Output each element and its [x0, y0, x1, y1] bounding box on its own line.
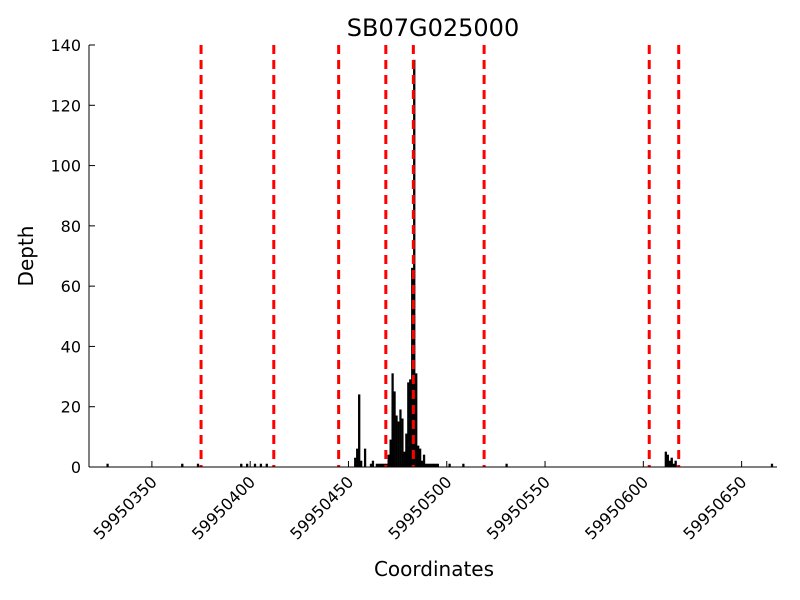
- depth-bar: [409, 379, 412, 468]
- depth-bar: [401, 418, 404, 468]
- depth-bar: [668, 460, 671, 468]
- x-tick-label: 59950350: [90, 472, 161, 543]
- y-tick-label: 120: [50, 96, 81, 115]
- y-tick-label: 20: [61, 398, 81, 417]
- depth-bar: [407, 382, 410, 468]
- depth-bar: [674, 460, 677, 468]
- depth-bar: [664, 451, 667, 468]
- y-tick-label: 100: [50, 157, 81, 176]
- depth-bar: [403, 451, 406, 468]
- depth-bar: [354, 457, 357, 468]
- depth-bar: [415, 373, 418, 468]
- depth-bar: [417, 445, 420, 468]
- y-tick-label: 60: [61, 277, 81, 296]
- x-tick-label: 59950500: [385, 472, 456, 543]
- depth-bar: [387, 454, 390, 468]
- x-tick-label: 59950550: [483, 472, 554, 543]
- depth-bar: [371, 460, 375, 468]
- depth-bar: [391, 373, 394, 468]
- depth-bar: [418, 448, 422, 468]
- y-tick-label: 140: [50, 36, 81, 55]
- x-tick-label: 59950600: [581, 472, 652, 543]
- depth-bar: [399, 409, 402, 468]
- depth-bar: [356, 448, 359, 468]
- x-tick-label: 59950450: [286, 472, 357, 543]
- depth-bar: [420, 460, 424, 468]
- x-ticks: 59950350 59950400 59950450 59950500 59950550…: [90, 461, 750, 543]
- x-tick-label: 59950400: [188, 472, 259, 543]
- y-tick-label: 0: [71, 458, 81, 477]
- bar-series: [106, 59, 774, 468]
- depth-bar: [670, 457, 673, 468]
- y-ticks: 0 20 40 60 80 100 120 140: [50, 36, 95, 477]
- x-axis-label: Coordinates: [374, 557, 494, 581]
- chart-title: SB07G025000: [347, 14, 519, 42]
- depth-bar: [358, 394, 361, 468]
- depth-bar: [363, 448, 367, 468]
- depth-bar: [405, 433, 408, 468]
- x-tick-label: 59950650: [679, 472, 750, 543]
- depth-bar: [393, 391, 396, 468]
- depth-bar: [666, 454, 669, 468]
- y-tick-label: 40: [61, 337, 81, 356]
- axes: [88, 45, 777, 468]
- depth-bar: [397, 421, 400, 468]
- y-tick-label: 80: [61, 217, 81, 236]
- depth-bar: [389, 439, 392, 468]
- depth-bar: [395, 415, 398, 468]
- depth-bar: [360, 460, 363, 468]
- boundary-lines: [199, 45, 681, 467]
- y-axis-label: Depth: [14, 226, 38, 287]
- depth-bar: [422, 454, 426, 468]
